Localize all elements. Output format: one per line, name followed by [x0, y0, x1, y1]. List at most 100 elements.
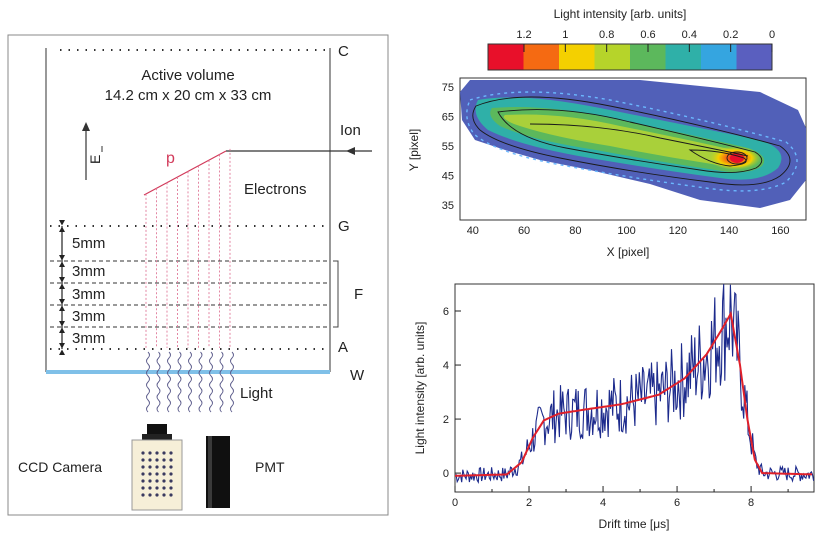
gap-arrow-down-icon	[59, 299, 65, 305]
label-electrons: Electrons	[244, 181, 307, 198]
colorbar: 1.2 1 0.8 0.6 0.4 0.2 0	[487, 29, 775, 71]
colorbar-tick-label: 0	[769, 29, 775, 41]
label-a: A	[338, 339, 348, 356]
colorbar-segment	[488, 44, 524, 70]
ccd-pixel	[169, 486, 173, 490]
label-ccd-camera: CCD Camera	[18, 459, 102, 475]
line-xlabel: Drift time [μs]	[599, 517, 670, 531]
label-p: p	[166, 150, 175, 167]
colorbar-frame	[487, 43, 773, 71]
detector-diagram: C G F A W Active volume 14.2 cm x 20 cm …	[7, 34, 389, 516]
label-light: Light	[240, 385, 273, 402]
line-chart-frame	[454, 283, 815, 493]
diagram-frame	[7, 34, 389, 516]
label-w: W	[350, 367, 365, 384]
heatmap-panel: Light intensity [arb. units] 1.2 1 0.8 0.6 0…	[407, 7, 807, 259]
ccd-pixel	[162, 458, 166, 462]
light-waves	[146, 351, 234, 413]
ccd-pixel	[169, 465, 173, 469]
efield-arrowhead-icon	[82, 122, 90, 131]
light-wave	[167, 351, 171, 413]
heatmap-xtick-label: 120	[669, 225, 687, 237]
gap-label-4: 3mm	[72, 308, 105, 325]
line-xtick-label: 2	[526, 497, 532, 509]
ccd-pixel	[148, 451, 152, 455]
heatmap-xtick-label: 140	[720, 225, 738, 237]
colorbar-tick-label: 1.2	[516, 29, 531, 41]
heatmap-xtick-label: 60	[518, 225, 530, 237]
ccd-pixel	[155, 493, 159, 497]
colorbar-segment	[523, 44, 560, 70]
ccd-pixel	[162, 486, 166, 490]
label-c: C	[338, 43, 349, 60]
gap-label-1: 5mm	[72, 235, 105, 252]
heatmap-ytick-label: 35	[442, 200, 454, 212]
light-wave	[230, 351, 234, 413]
heatmap-ylabel: Y [pixel]	[407, 129, 421, 171]
gap-arrow-up-icon	[59, 349, 65, 355]
ccd-pixel	[141, 465, 145, 469]
colorbar-segment	[559, 44, 595, 70]
ccd-pixel	[141, 472, 145, 476]
heatmap-image	[460, 80, 806, 208]
ccd-pixel	[155, 458, 159, 462]
line-xtick-label: 8	[748, 497, 754, 509]
colorbar-segment	[736, 44, 773, 70]
ccd-pixel	[141, 458, 145, 462]
heatmap-xtick-label: 40	[467, 225, 479, 237]
ccd-pixel	[162, 493, 166, 497]
ccd-pixel	[148, 493, 152, 497]
gap-arrow-down-icon	[59, 255, 65, 261]
ccd-pixel	[169, 493, 173, 497]
ccd-pixel	[148, 458, 152, 462]
light-wave	[156, 351, 161, 413]
heatmap-xtick-label: 100	[617, 225, 635, 237]
colorbar-segment	[701, 44, 737, 70]
light-wave	[188, 351, 192, 413]
ccd-pixel	[141, 451, 145, 455]
active-volume-size: 14.2 cm x 20 cm x 33 cm	[105, 87, 272, 104]
efield-label: E	[87, 155, 103, 164]
light-wave	[219, 351, 224, 413]
colorbar-tick-label: 0.2	[723, 29, 738, 41]
label-f: F	[354, 286, 363, 303]
ccd-pixel	[155, 465, 159, 469]
window-w	[46, 370, 330, 374]
line-ytick-label: 6	[443, 306, 449, 318]
heatmap-xtick-label: 160	[771, 225, 789, 237]
gap-arrow-up-icon	[59, 283, 65, 289]
gap-arrow-up-icon	[59, 226, 65, 232]
gap-arrows	[59, 220, 65, 355]
ccd-pixel	[141, 479, 145, 483]
gap-label-2: 3mm	[72, 263, 105, 280]
heatmap-ytick-label: 65	[442, 111, 454, 123]
heatmap-ytick-label: 45	[442, 171, 454, 183]
proton-track	[143, 150, 227, 196]
colorbar-segment	[594, 44, 631, 70]
ccd-camera-icon	[131, 424, 183, 511]
line-xtick-label: 6	[674, 497, 680, 509]
gap-arrow-down-icon	[59, 343, 65, 349]
gap-label-3: 3mm	[72, 286, 105, 303]
colorbar-tick-label: 0.4	[682, 29, 697, 41]
ccd-pixel	[148, 472, 152, 476]
ccd-pixel	[162, 479, 166, 483]
electron-drift-lines	[145, 148, 231, 348]
gap-label-5: 3mm	[72, 330, 105, 347]
heatmap-ytick-label: 75	[442, 82, 454, 94]
ccd-pixel	[141, 493, 145, 497]
pmt-highlight	[208, 436, 212, 508]
ccd-pixel	[148, 479, 152, 483]
label-ion: Ion	[340, 122, 361, 139]
ccd-pixel	[155, 486, 159, 490]
ccd-pixel	[169, 472, 173, 476]
colorbar-title: Light intensity [arb. units]	[554, 7, 687, 21]
gap-arrow-up-icon	[59, 305, 65, 311]
line-ylabel: Light intensity [arb. units]	[413, 322, 427, 455]
colorbar-tick-label: 1	[562, 29, 568, 41]
gap-arrow-down-icon	[59, 321, 65, 327]
line-ytick-label: 0	[443, 468, 449, 480]
series-fit-line	[455, 310, 813, 477]
heatmap-ytick-label: 55	[442, 141, 454, 153]
